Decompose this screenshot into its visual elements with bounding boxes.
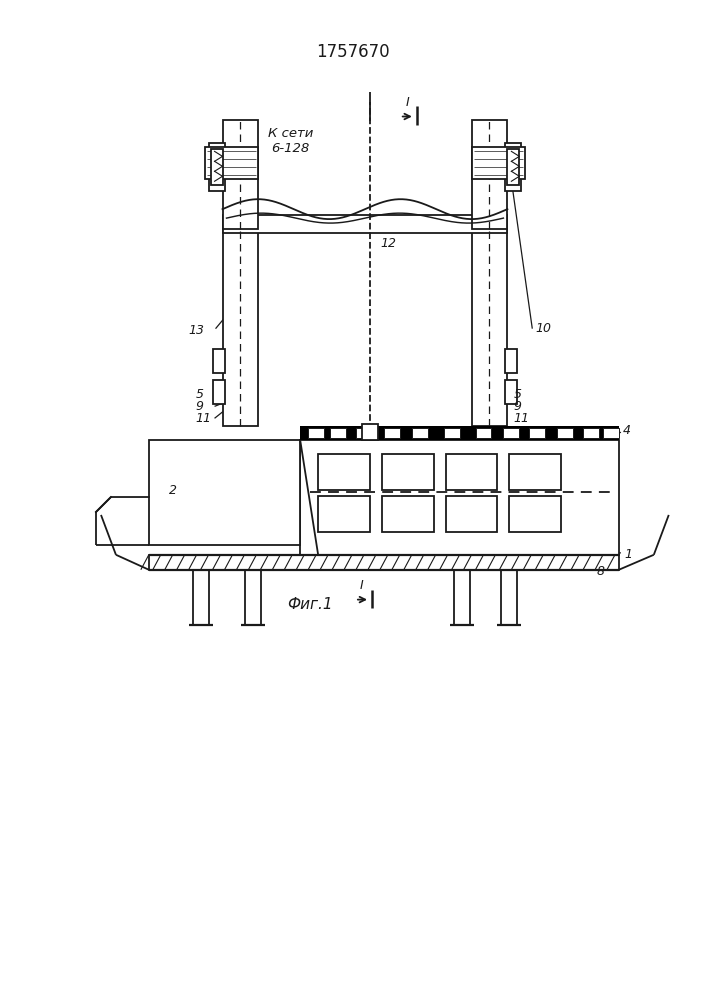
Bar (508, 149, 520, 185)
Bar (148, 440, 300, 545)
Text: 1757670: 1757670 (316, 43, 390, 61)
Bar (223, 215, 508, 233)
Bar (384, 428, 400, 438)
Bar (362, 424, 378, 440)
Bar (445, 454, 498, 490)
Bar (506, 143, 521, 191)
Bar (318, 496, 370, 532)
Bar (506, 349, 518, 373)
Bar (148, 555, 619, 570)
Text: 5: 5 (196, 388, 204, 401)
Bar (382, 496, 433, 532)
Bar (472, 120, 508, 229)
Text: 5: 5 (513, 388, 521, 401)
Bar (223, 229, 258, 426)
Text: 11: 11 (513, 412, 530, 425)
Bar (445, 496, 498, 532)
Bar (223, 120, 258, 229)
Bar (330, 428, 346, 438)
Bar (503, 428, 520, 438)
Bar (472, 229, 508, 426)
Text: 12: 12 (380, 237, 396, 250)
Bar (204, 147, 258, 179)
Text: 4: 4 (623, 424, 631, 437)
Bar (308, 428, 324, 438)
Bar (530, 428, 545, 438)
Bar (603, 428, 619, 438)
Bar (506, 380, 518, 404)
Text: 8: 8 (597, 565, 605, 578)
Text: К сети
6-128: К сети 6-128 (267, 127, 313, 155)
Bar (211, 149, 223, 185)
Bar (411, 428, 428, 438)
Text: 1: 1 (624, 548, 632, 561)
Bar (213, 349, 225, 373)
Text: 13: 13 (189, 324, 204, 337)
Bar (509, 496, 561, 532)
Bar (557, 428, 573, 438)
Bar (444, 428, 460, 438)
Bar (209, 143, 225, 191)
Text: 2: 2 (169, 484, 177, 497)
Bar (472, 147, 525, 179)
Bar (213, 380, 225, 404)
Bar (476, 428, 491, 438)
Text: 9: 9 (513, 400, 521, 413)
Bar (318, 454, 370, 490)
Text: I: I (360, 579, 364, 592)
Bar (509, 454, 561, 490)
Text: 9: 9 (196, 400, 204, 413)
Text: 10: 10 (535, 322, 551, 335)
Bar (356, 428, 372, 438)
Text: Фиг.1: Фиг.1 (287, 597, 333, 612)
Bar (300, 426, 619, 440)
Text: I: I (406, 96, 409, 109)
Bar (382, 454, 433, 490)
Bar (300, 440, 619, 555)
Text: 11: 11 (196, 412, 211, 425)
Bar (583, 428, 599, 438)
